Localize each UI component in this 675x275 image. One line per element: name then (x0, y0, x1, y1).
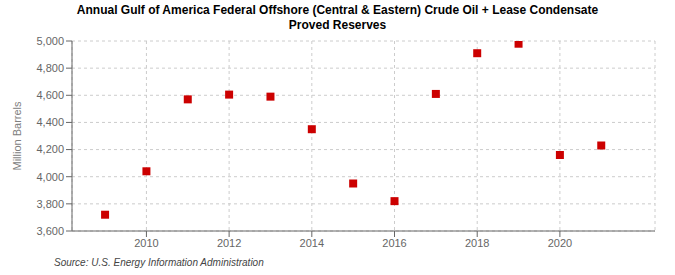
svg-text:2020: 2020 (548, 237, 572, 249)
svg-text:2018: 2018 (465, 237, 489, 249)
svg-text:4,200: 4,200 (36, 143, 64, 155)
html-text:Annual Gulf of America Federal: Annual Gulf of America Federal Offshore … (76, 3, 599, 17)
svg-text:2014: 2014 (300, 237, 324, 249)
svg-text:2012: 2012 (217, 237, 241, 249)
html-text:Proved Reserves: Proved Reserves (288, 18, 387, 32)
svg-text:4,400: 4,400 (36, 116, 64, 128)
svg-text:4,600: 4,600 (36, 89, 64, 101)
svg-text:5,000: 5,000 (36, 35, 64, 47)
html-text:Source: U.S. Energy Informatio: Source: U.S. Energy Information Administ… (54, 257, 264, 268)
svg-text:2010: 2010 (134, 237, 158, 249)
svg-text:3,600: 3,600 (36, 225, 64, 237)
svg-text:4,000: 4,000 (36, 171, 64, 183)
svg-text:Million Barrels: Million Barrels (11, 101, 23, 171)
svg-text:4,800: 4,800 (36, 62, 64, 74)
svg-text:2016: 2016 (382, 237, 406, 249)
svg-text:3,800: 3,800 (36, 198, 64, 210)
